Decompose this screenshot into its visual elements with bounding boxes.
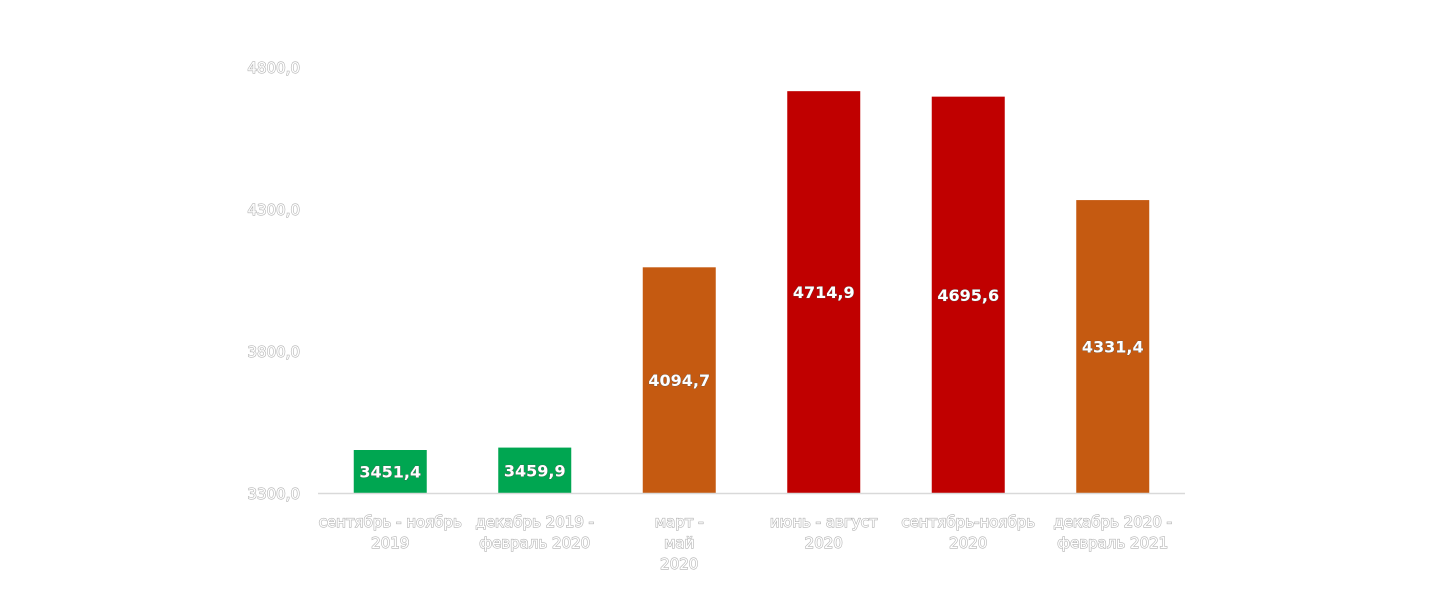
x-category-label-line: февраль 2021	[1057, 534, 1168, 552]
x-category-label-line: 2019	[371, 534, 409, 552]
x-category-label-line: март -	[655, 513, 704, 531]
x-category-label: март - май 2020	[655, 513, 704, 573]
bar-value-label: 4094,7	[648, 371, 710, 390]
y-tick-label: 3800,0	[248, 343, 301, 361]
x-category-label: июнь - август 2020	[770, 513, 878, 552]
x-category-label-line: 2020	[949, 534, 987, 552]
x-category-label: сентябрь - ноябрь 2019	[319, 513, 462, 552]
y-tick-label: 4800,0	[248, 59, 301, 77]
bar-value-label: 3451,4	[359, 463, 421, 482]
y-tick-label: 3300,0	[248, 485, 301, 503]
y-tick-label: 4300,0	[248, 201, 301, 219]
x-category-label-line: июнь - август	[770, 513, 878, 531]
x-category-label-line: 2020	[660, 555, 698, 573]
bar	[498, 447, 572, 493]
x-category-label: декабрь 2020 - февраль 2021	[1053, 513, 1172, 552]
bar	[353, 450, 427, 493]
bar-value-label: 4331,4	[1082, 338, 1144, 357]
bar	[642, 267, 716, 493]
bar-value-label: 3459,9	[504, 461, 566, 480]
bar	[787, 91, 861, 494]
bar-value-label: 4714,9	[793, 283, 855, 302]
x-category-label-line: февраль 2020	[479, 534, 590, 552]
x-category-label: сентябрь-ноябрь 2020	[901, 513, 1035, 552]
x-category-label-line: май	[664, 534, 694, 552]
bar	[931, 96, 1005, 493]
bar	[1076, 200, 1150, 493]
data-labels: 3451,4 3459,9 4094,7 4714,9 4695,6 4331,4	[359, 283, 1144, 482]
x-category-label-line: 2020	[805, 534, 843, 552]
x-category-label-line: декабрь 2019 -	[475, 513, 594, 531]
category-labels: сентябрь - ноябрь 2019 декабрь 2019 - февра…	[318, 512, 1173, 573]
bar-value-label: 4695,6	[937, 286, 999, 305]
x-category-label-line: сентябрь - ноябрь	[319, 513, 462, 531]
x-category-label: декабрь 2019 - февраль 2020	[475, 513, 594, 552]
x-category-label-line: сентябрь-ноябрь	[901, 513, 1035, 531]
x-category-label-line: декабрь 2020 -	[1053, 513, 1172, 531]
y-axis-tick-labels: 3300,0 3800,0 4300,0 4800,0	[247, 58, 301, 503]
bars	[353, 91, 1150, 494]
